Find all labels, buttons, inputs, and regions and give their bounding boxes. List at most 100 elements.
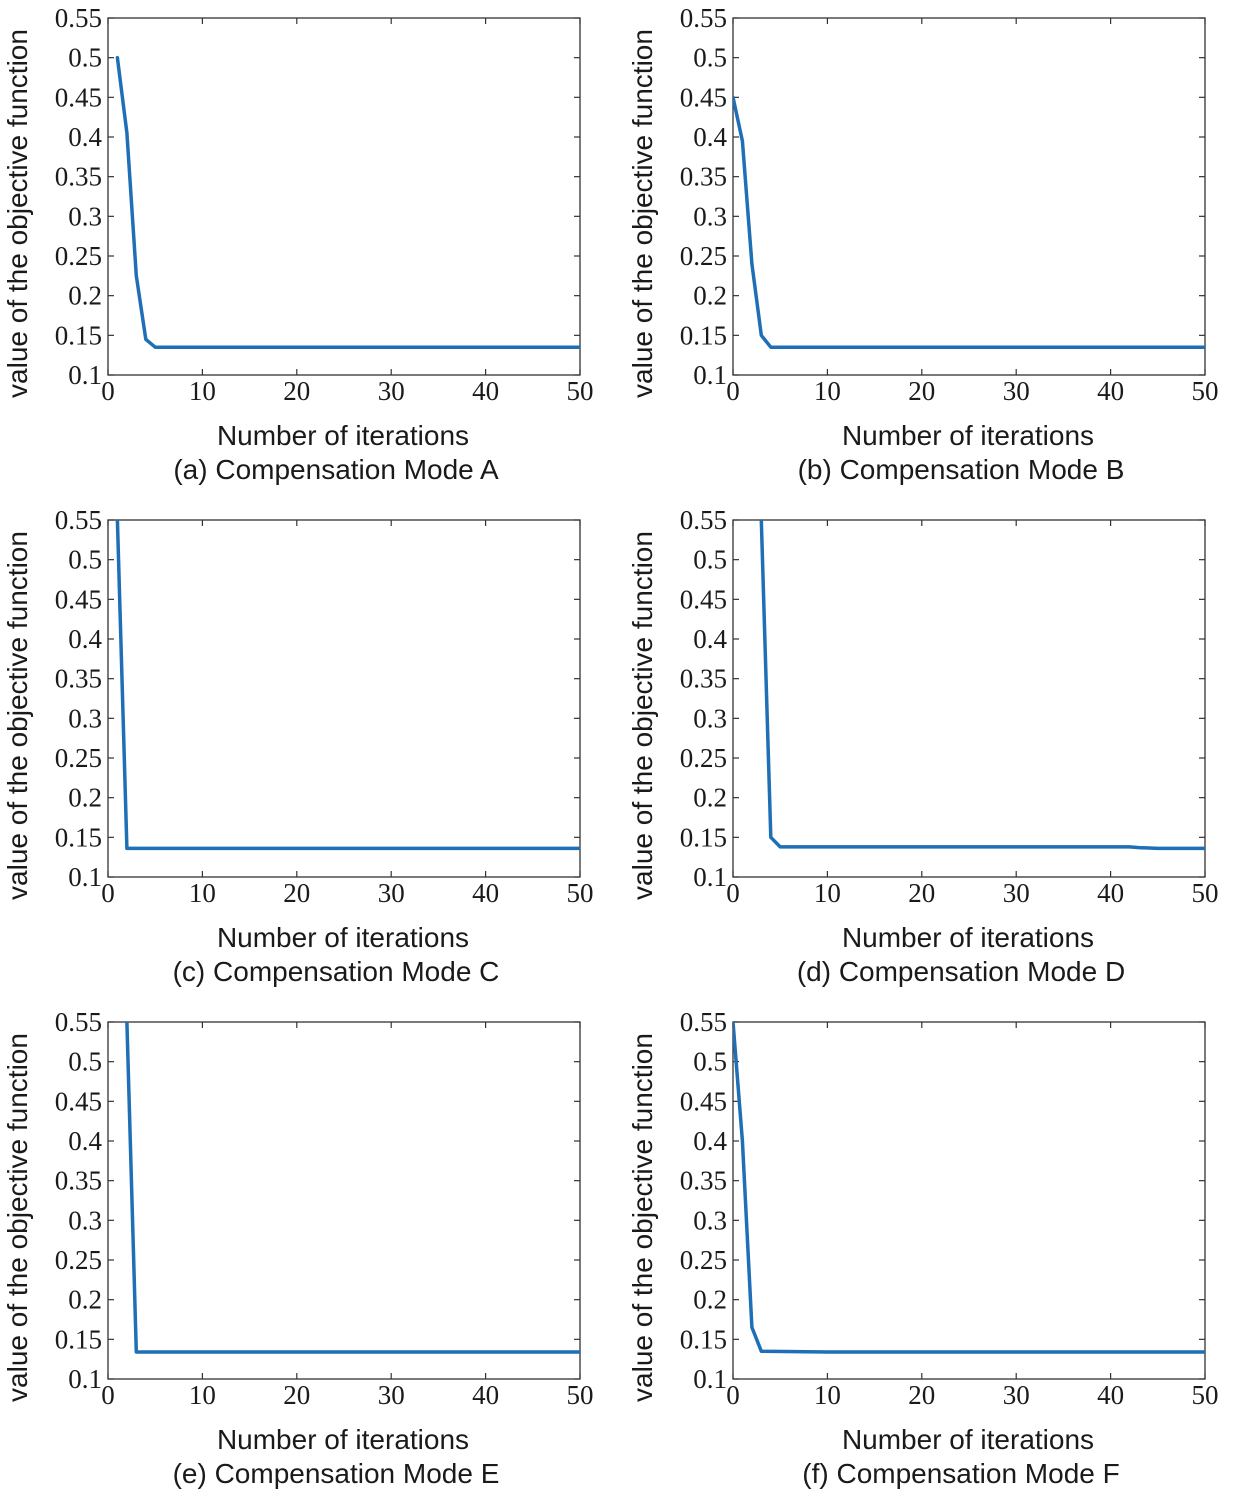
x-tick-label: 0 (726, 1380, 740, 1410)
y-axis-title: value of the objective function (627, 531, 658, 900)
x-tick-label: 0 (101, 376, 115, 406)
y-tick-label: 0.4 (68, 122, 102, 152)
y-tick-label: 0.2 (68, 281, 102, 311)
y-tick-label: 0.55 (55, 505, 102, 535)
y-tick-label: 0.35 (55, 1166, 102, 1196)
x-tick-label: 20 (283, 376, 310, 406)
y-tick-label: 0.3 (693, 703, 727, 733)
x-axis-title: Number of iterations (217, 922, 469, 953)
y-tick-label: 0.15 (55, 1324, 102, 1354)
chart-panel-f: 0 10 20 30 40 50 0.1 0.15 0.2 0.25 0.3 0.35 0.4 0.45 0… (625, 1004, 1250, 1506)
y-tick-label: 0.1 (68, 360, 102, 390)
panel-caption: (c) Compensation Mode C (173, 956, 500, 987)
y-tick-label: 0.35 (55, 162, 102, 192)
chart-svg-a: 0 10 20 30 40 50 0.1 0.15 0.2 0.25 0.3 0.35 0.4 0.45 0… (2, 3, 594, 485)
y-tick-label: 0.35 (680, 162, 727, 192)
y-tick-label: 0.55 (680, 1007, 727, 1037)
plot-frame (732, 1021, 1206, 1380)
x-tick-label: 10 (189, 1380, 216, 1410)
panel-caption: (a) Compensation Mode A (173, 454, 499, 485)
y-tick-label: 0.15 (680, 320, 727, 350)
series-line-1 (733, 95, 1205, 349)
x-tick-label: 30 (378, 878, 405, 908)
chart-panel-d: 0 10 20 30 40 50 0.1 0.15 0.2 0.25 0.3 0.35 0.4 0.45 0… (625, 502, 1250, 1004)
x-tick-label: 0 (101, 878, 115, 908)
x-tick-label: 0 (726, 878, 740, 908)
y-axis-title: value of the objective function (627, 29, 658, 398)
x-tick-label: 40 (1097, 376, 1124, 406)
x-tick-label: 50 (567, 1380, 594, 1410)
x-axis-title: Number of iterations (842, 922, 1094, 953)
x-tick-label: 0 (101, 1380, 115, 1410)
y-tick-label: 0.55 (680, 505, 727, 535)
x-tick-label: 10 (189, 376, 216, 406)
y-tick-label: 0.25 (680, 1245, 727, 1275)
y-tick-label: 0.25 (55, 1245, 102, 1275)
x-tick-label: 20 (908, 878, 935, 908)
plot-frame (107, 519, 581, 878)
y-tick-label: 0.5 (68, 1047, 102, 1077)
y-tick-label: 0.25 (680, 743, 727, 773)
plot-frame (107, 17, 581, 376)
y-tick-label: 0.45 (55, 1086, 102, 1116)
y-tick-label: 0.4 (693, 1126, 727, 1156)
x-axis-title: Number of iterations (217, 420, 469, 451)
panel-caption: (d) Compensation Mode D (797, 956, 1125, 987)
plot-frame (107, 1021, 581, 1380)
y-tick-label: 0.5 (693, 1047, 727, 1077)
series-line-1 (125, 1022, 580, 1354)
y-axis-title: value of the objective function (2, 531, 33, 900)
y-tick-label: 0.4 (68, 1126, 102, 1156)
y-tick-label: 0.25 (55, 743, 102, 773)
y-tick-label: 0.45 (55, 82, 102, 112)
y-tick-label: 0.35 (680, 664, 727, 694)
x-tick-label: 50 (1192, 376, 1219, 406)
x-tick-label: 50 (567, 878, 594, 908)
y-tick-label: 0.3 (68, 1205, 102, 1235)
x-tick-label: 30 (1003, 878, 1030, 908)
y-tick-label: 0.5 (693, 43, 727, 73)
x-tick-label: 10 (814, 1380, 841, 1410)
y-tick-label: 0.4 (68, 624, 102, 654)
x-tick-label: 40 (1097, 878, 1124, 908)
y-tick-label: 0.45 (680, 82, 727, 112)
y-tick-label: 0.3 (693, 201, 727, 231)
y-tick-label: 0.2 (693, 281, 727, 311)
panel-caption: (f) Compensation Mode F (802, 1458, 1119, 1489)
y-tick-label: 0.1 (693, 862, 727, 892)
y-tick-label: 0.2 (68, 1285, 102, 1315)
x-tick-label: 10 (814, 376, 841, 406)
y-tick-label: 0.15 (680, 822, 727, 852)
series-line-1 (115, 55, 580, 349)
series-line-1 (115, 520, 580, 851)
x-tick-label: 20 (283, 1380, 310, 1410)
y-tick-label: 0.15 (55, 822, 102, 852)
y-axis-title: value of the objective function (627, 1033, 658, 1402)
y-tick-label: 0.55 (55, 3, 102, 33)
y-tick-label: 0.3 (68, 201, 102, 231)
y-tick-label: 0.15 (55, 320, 102, 350)
x-tick-label: 30 (1003, 376, 1030, 406)
y-tick-label: 0.45 (680, 1086, 727, 1116)
x-tick-label: 40 (1097, 1380, 1124, 1410)
x-tick-label: 10 (189, 878, 216, 908)
series-line-1 (759, 520, 1205, 851)
x-tick-label: 50 (1192, 878, 1219, 908)
x-tick-label: 20 (908, 1380, 935, 1410)
chart-panel-c: 0 10 20 30 40 50 0.1 0.15 0.2 0.25 0.3 0.35 0.4 0.45 0… (0, 502, 625, 1004)
x-tick-label: 50 (1192, 1380, 1219, 1410)
x-tick-label: 40 (472, 376, 499, 406)
y-tick-label: 0.55 (680, 3, 727, 33)
x-axis-title: Number of iterations (842, 420, 1094, 451)
y-tick-label: 0.1 (693, 1364, 727, 1394)
x-tick-label: 40 (472, 1380, 499, 1410)
x-tick-label: 50 (567, 376, 594, 406)
y-tick-label: 0.1 (693, 360, 727, 390)
y-tick-label: 0.15 (680, 1324, 727, 1354)
y-tick-label: 0.4 (693, 624, 727, 654)
chart-panel-a: 0 10 20 30 40 50 0.1 0.15 0.2 0.25 0.3 0.35 0.4 0.45 0… (0, 0, 625, 502)
x-tick-label: 30 (378, 376, 405, 406)
plot-frame (732, 519, 1206, 878)
y-tick-label: 0.1 (68, 862, 102, 892)
y-tick-label: 0.35 (680, 1166, 727, 1196)
